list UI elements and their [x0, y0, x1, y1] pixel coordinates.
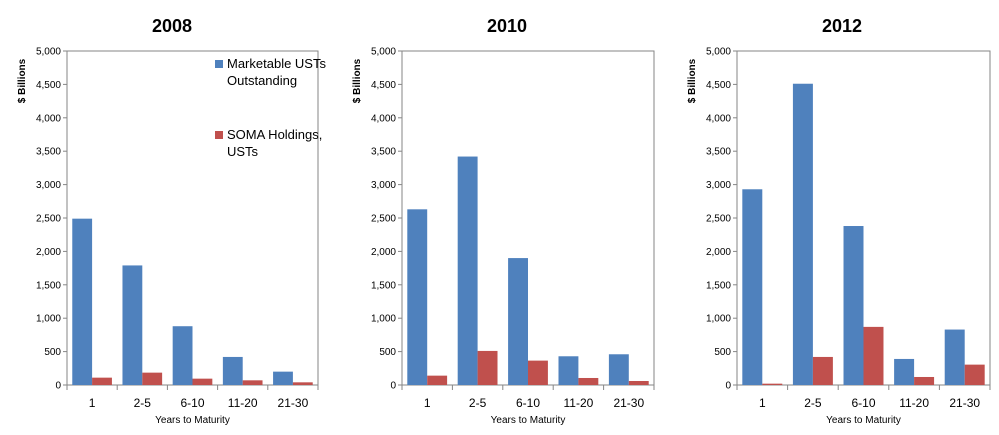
- chart-panel-2010: 2010 0 500 1,000 1,500 2,000 2,500 3,000 3,500 4,…: [352, 16, 655, 426]
- y-tick-label: 4,500: [371, 80, 396, 91]
- y-tick-label: 1,000: [36, 314, 61, 325]
- bar-soma-11-20: [578, 377, 599, 385]
- bar-soma-11-20: [242, 380, 263, 385]
- y-tick-label: 1,000: [706, 314, 731, 325]
- x-category-label: 11-20: [899, 396, 929, 410]
- x-category-label: 2-5: [134, 396, 152, 410]
- chart-panel-2008: 2008 0 500 1,000 1,500 2,000 2,500 3,000 3,500 4,…: [17, 16, 326, 426]
- y-tick-label: 2,500: [36, 214, 61, 225]
- bar-soma-2-5: [142, 372, 163, 385]
- y-tick-label: 4,500: [36, 80, 61, 91]
- bar-soma-2-5: [812, 356, 833, 385]
- legend-swatch-soma: [215, 131, 223, 139]
- y-tick-label: 0: [725, 381, 731, 392]
- x-category-label: 1: [89, 396, 96, 410]
- y-tick-label: 2,000: [371, 247, 396, 258]
- bar-marketable-2-5: [122, 265, 143, 385]
- y-tick-label: 2,500: [371, 214, 396, 225]
- bar-marketable-1: [72, 218, 93, 385]
- x-category-label: 1: [759, 396, 766, 410]
- bar-soma-21-30: [292, 382, 313, 385]
- bar-soma-21-30: [964, 364, 985, 385]
- y-tick-label: 5,000: [371, 47, 396, 58]
- y-tick-label: 500: [714, 347, 731, 358]
- x-axis-title: Years to Maturity: [826, 415, 901, 426]
- bar-marketable-11-20: [558, 356, 579, 385]
- y-tick-label: 1,000: [371, 314, 396, 325]
- y-tick-label: 2,000: [706, 247, 731, 258]
- bar-soma-1: [92, 377, 112, 385]
- legend-label-soma: SOMA Holdings,: [227, 127, 322, 142]
- y-tick-label: 500: [44, 347, 61, 358]
- x-axis-title: Years to Maturity: [491, 415, 566, 426]
- y-tick-label: 3,500: [706, 147, 731, 158]
- y-tick-label: 5,000: [36, 47, 61, 58]
- y-tick-label: 1,500: [706, 280, 731, 291]
- bar-soma-21-30: [628, 380, 649, 385]
- y-axis-title: $ Billions: [352, 58, 363, 103]
- y-tick-label: 0: [55, 381, 61, 392]
- x-category-label: 6-10: [516, 396, 540, 410]
- legend-label-soma: USTs: [227, 144, 259, 159]
- chart-panel-2012: 2012 0 500 1,000 1,500 2,000 2,500 3,000 3,500 4,…: [687, 16, 991, 426]
- y-tick-label: 4,500: [706, 80, 731, 91]
- x-category-label: 6-10: [180, 396, 204, 410]
- panel-title: 2008: [152, 16, 192, 36]
- x-category-label: 21-30: [949, 396, 980, 410]
- bar-soma-6-10: [528, 360, 548, 385]
- y-tick-label: 2,500: [706, 214, 731, 225]
- legend-label-marketable: Outstanding: [227, 73, 297, 88]
- x-category-label: 11-20: [563, 396, 593, 410]
- bar-marketable-2-5: [457, 156, 478, 385]
- bar-soma-1: [762, 383, 783, 385]
- bar-marketable-11-20: [894, 358, 915, 385]
- y-tick-label: 2,000: [36, 247, 61, 258]
- y-axis-title: $ Billions: [687, 58, 698, 103]
- bar-soma-11-20: [914, 376, 935, 385]
- bar-soma-2-5: [477, 350, 498, 385]
- bar-marketable-11-20: [222, 356, 243, 385]
- y-tick-label: 5,000: [706, 47, 731, 58]
- y-tick-label: 4,000: [36, 113, 61, 124]
- bar-marketable-6-10: [843, 226, 864, 385]
- legend-swatch-marketable: [215, 60, 223, 68]
- y-tick-label: 3,000: [36, 180, 61, 191]
- legend-label-marketable: Marketable USTs: [227, 56, 326, 71]
- panel-title: 2012: [822, 16, 862, 36]
- y-tick-label: 0: [390, 381, 396, 392]
- y-tick-label: 3,000: [371, 180, 396, 191]
- bar-marketable-21-30: [944, 329, 965, 385]
- y-tick-label: 1,500: [36, 280, 61, 291]
- x-category-label: 1: [424, 396, 431, 410]
- x-axis-title: Years to Maturity: [155, 415, 230, 426]
- x-category-label: 11-20: [228, 396, 258, 410]
- bar-soma-1: [427, 375, 448, 385]
- y-tick-label: 3,500: [36, 147, 61, 158]
- y-tick-label: 3,000: [706, 180, 731, 191]
- panel-title: 2010: [487, 16, 527, 36]
- x-category-label: 21-30: [613, 396, 644, 410]
- x-category-label: 6-10: [851, 396, 875, 410]
- y-axis-title: $ Billions: [17, 58, 28, 103]
- bar-marketable-1: [407, 209, 428, 385]
- y-tick-label: 1,500: [371, 280, 396, 291]
- bar-soma-6-10: [863, 326, 884, 385]
- x-category-label: 2-5: [469, 396, 487, 410]
- bar-marketable-21-30: [273, 371, 293, 385]
- y-tick-label: 4,000: [371, 113, 396, 124]
- y-tick-label: 500: [379, 347, 396, 358]
- bar-marketable-6-10: [172, 326, 193, 385]
- y-tick-label: 4,000: [706, 113, 731, 124]
- bar-soma-6-10: [192, 378, 213, 385]
- bar-marketable-6-10: [508, 258, 528, 385]
- bar-marketable-1: [742, 189, 763, 385]
- bar-marketable-21-30: [608, 354, 629, 385]
- y-tick-label: 3,500: [371, 147, 396, 158]
- bar-marketable-2-5: [792, 83, 813, 386]
- x-category-label: 21-30: [278, 396, 309, 410]
- x-category-label: 2-5: [804, 396, 822, 410]
- legend: Marketable USTs Outstanding SOMA Holdings,…: [215, 56, 326, 159]
